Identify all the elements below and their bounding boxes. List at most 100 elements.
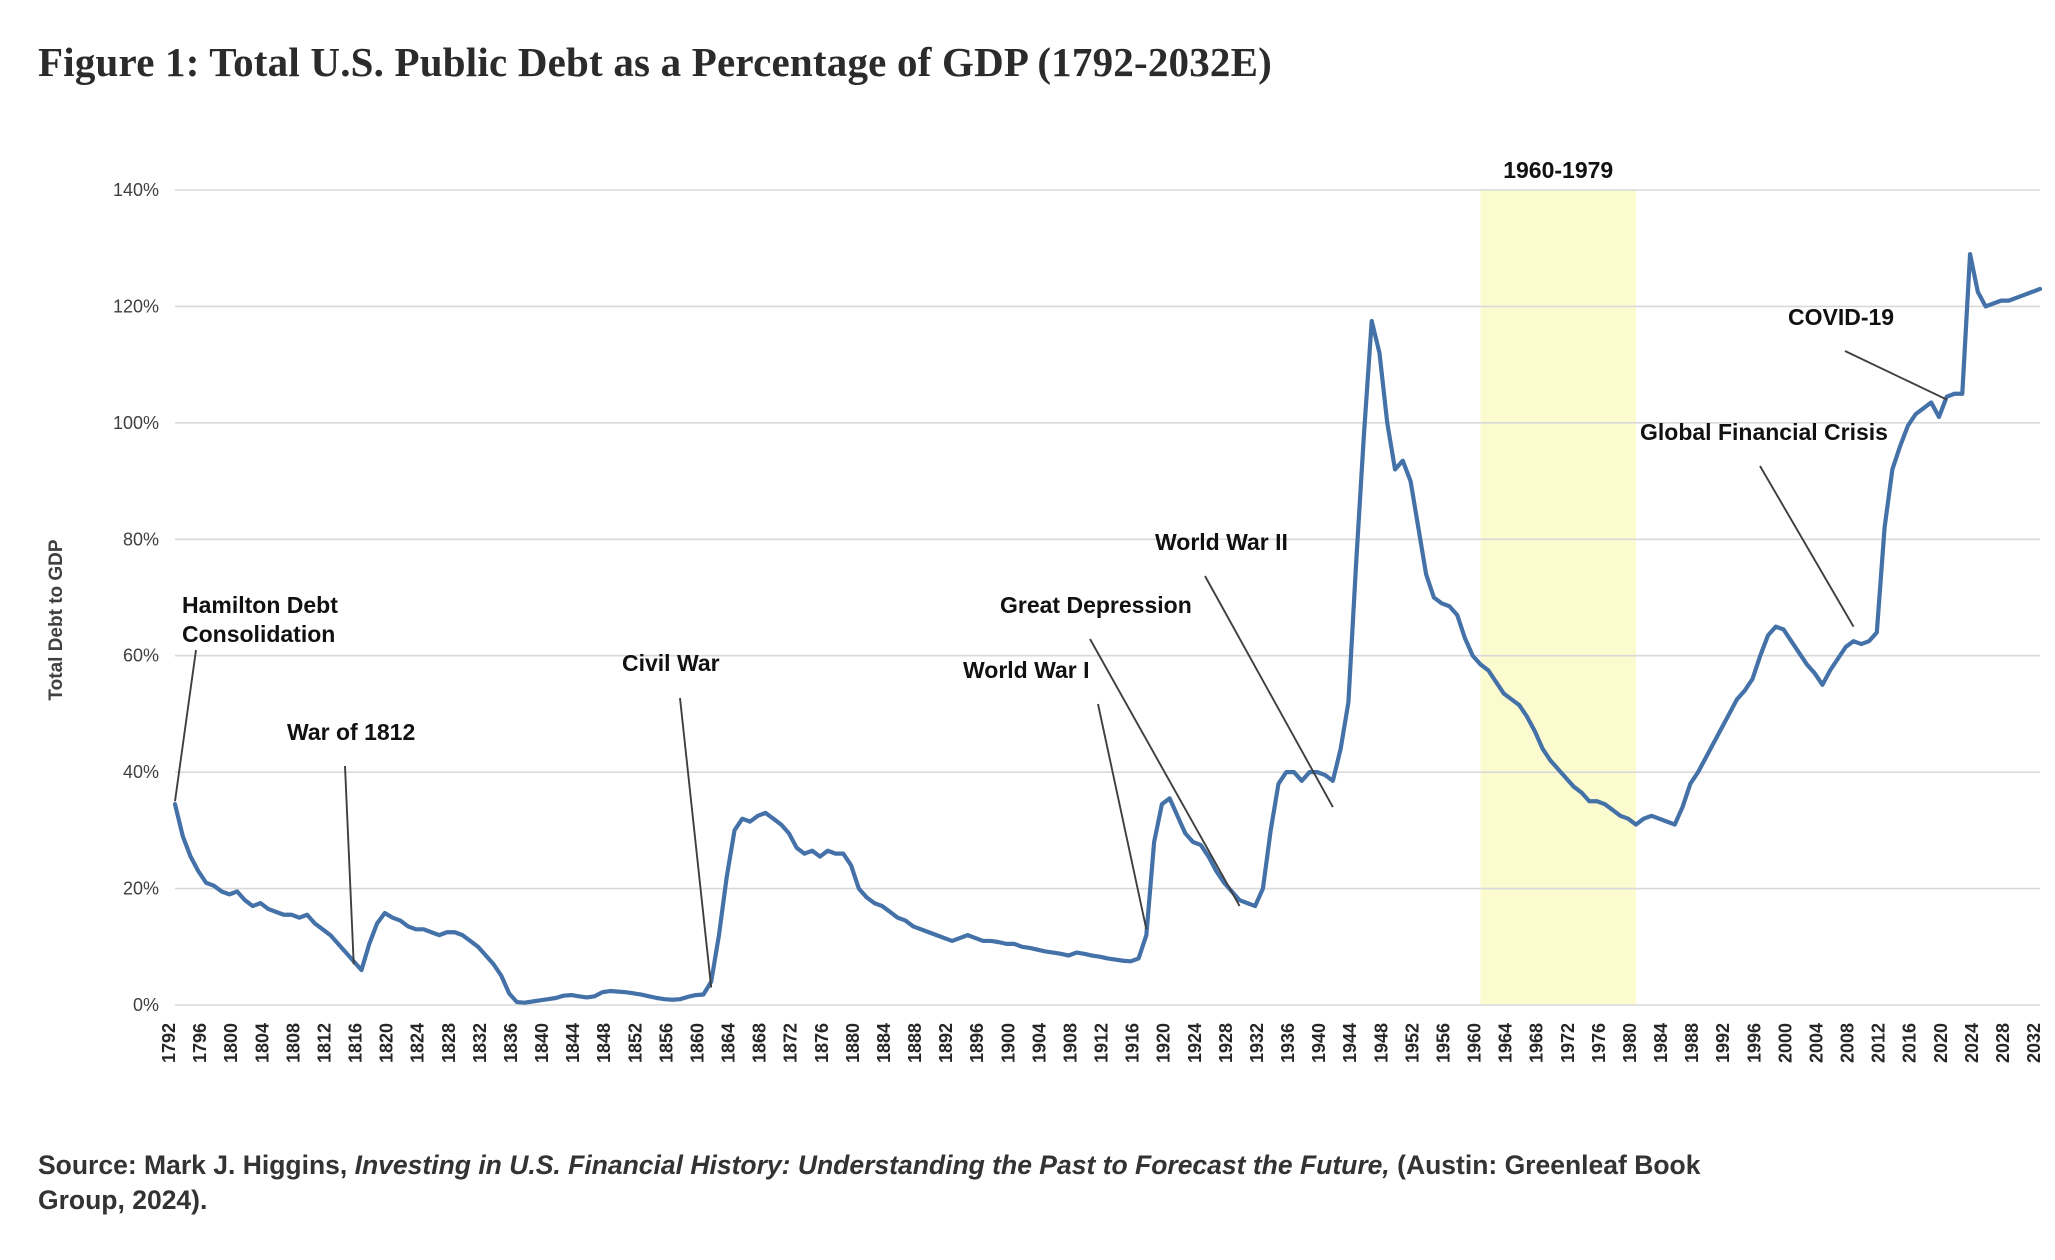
annotation-leader-line xyxy=(344,765,355,965)
x-tick-label: 1972 xyxy=(1558,1023,1578,1063)
x-tick-label: 1960 xyxy=(1465,1023,1485,1063)
x-tick-label: 1792 xyxy=(159,1023,179,1063)
x-tick-label: 1856 xyxy=(656,1023,676,1063)
annotation-leader-line xyxy=(1097,703,1148,930)
y-tick-label: 20% xyxy=(123,879,159,899)
x-tick-label: 2032 xyxy=(2024,1023,2044,1063)
x-tick-label: 1812 xyxy=(314,1023,334,1063)
x-tick-label: 2004 xyxy=(1806,1023,1826,1063)
x-tick-label: 1848 xyxy=(594,1023,614,1063)
x-tick-label: 1852 xyxy=(625,1023,645,1063)
x-tick-label: 1884 xyxy=(874,1023,894,1063)
x-tick-label: 1904 xyxy=(1029,1023,1049,1063)
x-tick-label: 1952 xyxy=(1402,1023,1422,1063)
x-tick-label: 1996 xyxy=(1744,1023,1764,1063)
x-tick-label: 2024 xyxy=(1962,1023,1982,1063)
x-tick-label: 2016 xyxy=(1900,1023,1920,1063)
annotation-war-of-1812: War of 1812 xyxy=(287,719,415,965)
annotation-label: Great Depression xyxy=(1000,592,1192,618)
y-tick-label: 40% xyxy=(123,762,159,782)
annotation-label: Civil War xyxy=(622,650,720,676)
highlight-band-1960-1979 xyxy=(1480,190,1636,1005)
x-tick-label: 1824 xyxy=(408,1023,428,1063)
x-tick-label: 1976 xyxy=(1589,1023,1609,1063)
x-tick-label: 1820 xyxy=(377,1023,397,1063)
annotation-label: World War II xyxy=(1155,529,1288,555)
x-tick-label: 2000 xyxy=(1775,1023,1795,1063)
x-tick-label: 1832 xyxy=(470,1023,490,1063)
annotation-world-war-ii: World War II xyxy=(1155,529,1334,808)
highlight-band-label: 1960-1979 xyxy=(1503,157,1613,183)
x-tick-label: 1828 xyxy=(439,1023,459,1063)
x-tick-label: 1892 xyxy=(936,1023,956,1063)
x-tick-label: 1864 xyxy=(719,1023,739,1063)
highlight-band-group: 1960-1979 xyxy=(1480,157,1636,1005)
x-tick-label: 1908 xyxy=(1060,1023,1080,1063)
x-tick-label: 1956 xyxy=(1433,1023,1453,1063)
x-tick-label: 1836 xyxy=(501,1023,521,1063)
annotation-leader-line xyxy=(1759,465,1855,628)
source-suffix: (Austin: Greenleaf Book Group, 2024). xyxy=(38,1150,1701,1216)
annotation-leader-line xyxy=(1204,575,1334,808)
x-tick-label: 1916 xyxy=(1123,1023,1143,1063)
x-tick-label: 1804 xyxy=(252,1023,272,1063)
x-tick-label: 1988 xyxy=(1682,1023,1702,1063)
annotation-leader-line xyxy=(1089,638,1241,907)
annotation-label: COVID-19 xyxy=(1788,304,1894,330)
y-tick-label: 100% xyxy=(113,413,159,433)
y-tick-label: 0% xyxy=(133,995,159,1015)
x-tick-label: 1928 xyxy=(1216,1023,1236,1063)
annotation-label: World War I xyxy=(963,657,1090,683)
annotation-label: Hamilton Debt Consolidation xyxy=(182,592,338,647)
x-tick-label: 1964 xyxy=(1496,1023,1516,1063)
annotation-great-depression: Great Depression xyxy=(1000,592,1241,907)
annotation-hamilton-debt-consolidation: Hamilton Debt Consolidation xyxy=(174,592,338,802)
x-tick-label: 2028 xyxy=(1993,1023,2013,1063)
annotation-world-war-i: World War I xyxy=(963,657,1148,930)
x-tick-label: 1872 xyxy=(781,1023,801,1063)
x-tick-label: 1816 xyxy=(346,1023,366,1063)
x-tick-label: 1968 xyxy=(1527,1023,1547,1063)
debt-to-gdp-line xyxy=(172,251,2043,1005)
x-tick-label: 1808 xyxy=(283,1023,303,1063)
x-tick-label: 1936 xyxy=(1278,1023,1298,1063)
annotations-group: Hamilton Debt Consolidation War of 1812 Civ… xyxy=(174,304,1948,988)
annotation-global-financial-crisis: Global Financial Crisis xyxy=(1640,419,1888,628)
x-tick-label: 1868 xyxy=(750,1023,770,1063)
annotation-label: War of 1812 xyxy=(287,719,415,745)
x-tick-label: 2012 xyxy=(1869,1023,1889,1063)
annotation-leader-line xyxy=(679,697,713,988)
annotation-covid-19: COVID-19 xyxy=(1788,304,1948,401)
y-tick-label: 80% xyxy=(123,529,159,549)
x-tick-label: 2020 xyxy=(1931,1023,1951,1063)
x-tick-label: 1944 xyxy=(1340,1023,1360,1063)
x-tick-label: 1840 xyxy=(532,1023,552,1063)
annotation-label: Global Financial Crisis xyxy=(1640,419,1888,445)
x-tick-label: 1920 xyxy=(1154,1023,1174,1063)
x-tick-label: 2008 xyxy=(1838,1023,1858,1063)
gridlines-group xyxy=(175,189,2040,1006)
x-tick-label: 1876 xyxy=(812,1023,832,1063)
x-tick-label: 1984 xyxy=(1651,1023,1671,1063)
x-tick-label: 1800 xyxy=(221,1023,241,1063)
x-tick-label: 1900 xyxy=(998,1023,1018,1063)
y-tick-label: 120% xyxy=(113,296,159,316)
x-tick-label: 1932 xyxy=(1247,1023,1267,1063)
x-tick-label: 1896 xyxy=(967,1023,987,1063)
x-tick-label: 1980 xyxy=(1620,1023,1640,1063)
annotation-leader-line xyxy=(1844,350,1948,401)
y-tick-label: 140% xyxy=(113,180,159,200)
y-axis-title: Total Debt to GDP xyxy=(46,539,67,700)
x-tick-label: 1940 xyxy=(1309,1023,1329,1063)
x-axis-tick-labels: 1792 1796 1800 1804 1808 1812 1816 1820 1824 1828… xyxy=(159,1023,2044,1063)
x-tick-label: 1880 xyxy=(843,1023,863,1063)
debt-to-gdp-line-chart: 1960-1979 0% 20% 40% 60% 80% 100% 120% 140% 179… xyxy=(46,157,2044,1063)
x-tick-label: 1948 xyxy=(1371,1023,1391,1063)
y-axis-tick-labels: 0% 20% 40% 60% 80% 100% 120% 140% xyxy=(113,180,159,1015)
x-tick-label: 1992 xyxy=(1713,1023,1733,1063)
annotation-leader-line xyxy=(174,649,197,802)
x-tick-label: 1888 xyxy=(905,1023,925,1063)
page-title: Figure 1: Total U.S. Public Debt as a Pe… xyxy=(38,39,1273,85)
data-line-group xyxy=(172,251,2043,1005)
y-tick-label: 60% xyxy=(123,646,159,666)
